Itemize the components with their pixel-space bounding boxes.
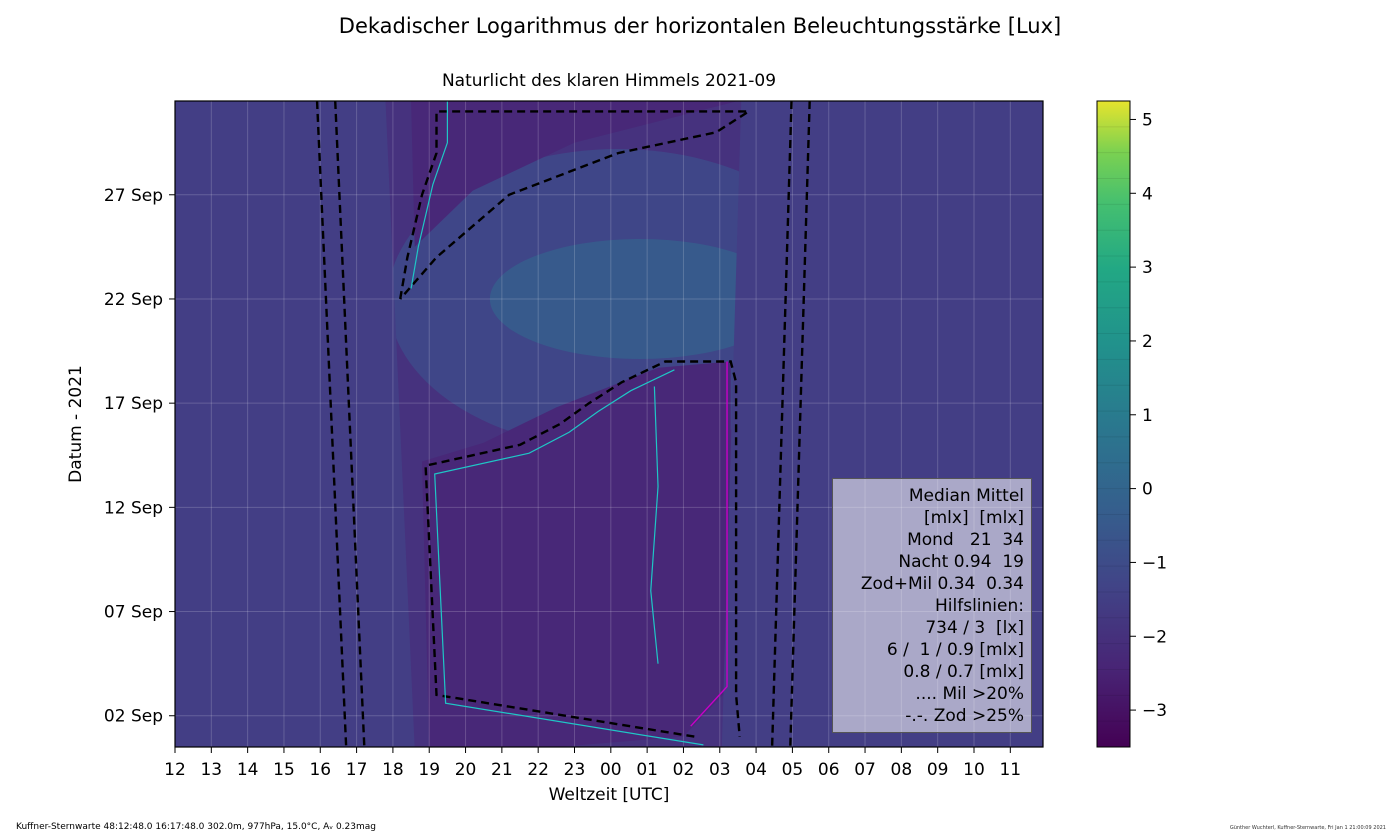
dark-night-lower <box>421 361 731 747</box>
x-tick-label-15: 15 <box>273 760 295 780</box>
x-tick-label-18: 18 <box>382 760 404 780</box>
zodiacal-contour <box>690 361 728 727</box>
y-axis-label: Datum - 2021 <box>66 365 86 483</box>
plot-title: Naturlicht des klaren Himmels 2021-09 <box>441 71 777 91</box>
x-tick-label-00: 00 <box>600 760 622 780</box>
x-tick-label-21: 21 <box>491 760 513 780</box>
legend-line-0: Median Mittel <box>908 486 1024 506</box>
legend-line-2: Mond 21 34 <box>907 530 1024 550</box>
colorbar-tick-label-8: −3 <box>1142 701 1167 721</box>
y-tick-label-2: 12 Sep <box>104 498 163 518</box>
x-tick-label-12: 12 <box>164 760 186 780</box>
legend-line-9: .... Mil >20% <box>915 684 1024 704</box>
milky-way-contour-lower <box>434 369 704 746</box>
colorbar-tick-label-3: 2 <box>1142 332 1153 352</box>
x-tick-label-04: 04 <box>745 760 767 780</box>
x-tick-label-11: 11 <box>999 760 1021 780</box>
dark-night-upper <box>411 101 738 247</box>
y-tick-label-0: 02 Sep <box>104 707 163 727</box>
y-tick-label-3: 17 Sep <box>104 394 163 414</box>
legend-line-3: Nacht 0.94 19 <box>898 552 1024 572</box>
x-tick-label-10: 10 <box>963 760 985 780</box>
colorbar-tick-label-6: −1 <box>1142 553 1167 573</box>
legend-line-8: 0.8 / 0.7 [mlx] <box>903 662 1024 682</box>
x-tick-label-05: 05 <box>782 760 804 780</box>
footer-author-timestamp: Günther Wuchterl, Kuffner-Sternwarte, Fr… <box>1229 825 1386 831</box>
milky-way-contour-upper <box>410 101 448 289</box>
colorbar-gradient <box>1096 100 1131 748</box>
evening-guide-outer <box>315 101 348 747</box>
x-tick-label-06: 06 <box>818 760 840 780</box>
legend-line-7: 6 / 1 / 0.9 [mlx] <box>886 640 1024 660</box>
legend-line-1: [mlx] [mlx] <box>923 508 1024 528</box>
legend-line-10: -.-. Zod >25% <box>905 706 1024 726</box>
y-tick-label-4: 22 Sep <box>104 290 163 310</box>
x-tick-label-17: 17 <box>346 760 368 780</box>
x-tick-label-01: 01 <box>636 760 658 780</box>
morning-guide-inner <box>770 101 793 747</box>
colorbar-tick-label-0: 5 <box>1142 110 1153 130</box>
x-tick-label-02: 02 <box>673 760 695 780</box>
legend-box: Median Mittel [mlx] [mlx] Mond 21 34 Nacht … <box>832 478 1032 733</box>
y-tick-label-5: 27 Sep <box>104 186 163 206</box>
colorbar-tick-label-5: 0 <box>1142 480 1153 500</box>
morning-guide-outer <box>789 101 811 747</box>
footer-observatory-info: Kuffner-Sternwarte 48:12:48.0 16:17:48.0… <box>16 822 376 832</box>
zenith-contour <box>650 386 659 664</box>
plot-frame <box>174 100 1044 748</box>
x-tick-label-09: 09 <box>927 760 949 780</box>
x-tick-label-16: 16 <box>309 760 331 780</box>
x-tick-label-03: 03 <box>709 760 731 780</box>
x-tick-label-19: 19 <box>418 760 440 780</box>
legend-line-5: Hilfslinien: <box>935 596 1024 616</box>
colorbar-tick-label-1: 4 <box>1142 184 1153 204</box>
moon-boundary-lower <box>424 360 741 738</box>
x-tick-label-07: 07 <box>854 760 876 780</box>
evening-guide-inner <box>334 101 366 747</box>
legend-line-6: 734 / 3 [lx] <box>925 618 1024 638</box>
colorbar-tick-label-7: −2 <box>1142 627 1167 647</box>
y-tick-label-1: 07 Sep <box>104 603 163 623</box>
colorbar-tick-label-2: 3 <box>1142 258 1153 278</box>
x-tick-label-22: 22 <box>527 760 549 780</box>
evening-band-13 <box>175 101 415 747</box>
figure-suptitle: Dekadischer Logarithmus der horizontalen… <box>338 14 1062 38</box>
moonlit-core <box>489 238 790 359</box>
x-tick-label-13: 13 <box>200 760 222 780</box>
moon-boundary-upper <box>399 110 753 300</box>
legend-line-4: Zod+Mil 0.34 0.34 <box>860 574 1024 594</box>
x-tick-label-23: 23 <box>564 760 586 780</box>
x-tick-label-08: 08 <box>891 760 913 780</box>
x-tick-label-14: 14 <box>237 760 259 780</box>
colorbar-tick-label-4: 1 <box>1142 406 1153 426</box>
x-tick-label-20: 20 <box>455 760 477 780</box>
x-axis-label: Weltzeit [UTC] <box>548 785 670 805</box>
